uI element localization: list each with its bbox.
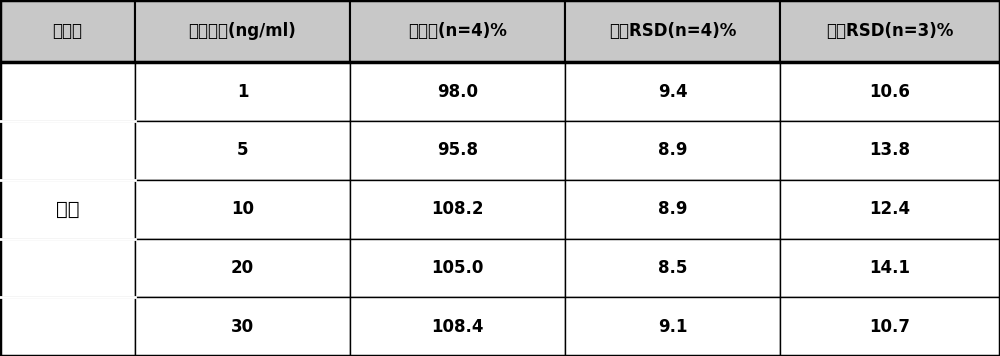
Text: 10.6: 10.6	[870, 83, 910, 101]
Bar	[565, 62, 780, 121]
Bar	[780, 0, 1000, 62]
Text: 14.1: 14.1	[869, 259, 910, 277]
Text: 10.7: 10.7	[869, 318, 910, 336]
Bar	[350, 180, 565, 239]
Text: 批间RSD(n=3)%: 批间RSD(n=3)%	[826, 22, 954, 40]
Bar	[565, 297, 780, 356]
Text: 5: 5	[237, 141, 248, 159]
Text: 9.4: 9.4	[658, 83, 687, 101]
Text: 30: 30	[231, 318, 254, 336]
Bar	[135, 180, 350, 239]
Text: 8.9: 8.9	[658, 200, 687, 218]
Bar	[0, 0, 135, 62]
Text: 9.1: 9.1	[658, 318, 687, 336]
Bar	[135, 62, 350, 121]
Bar	[135, 239, 350, 297]
Bar	[780, 180, 1000, 239]
Text: 8.5: 8.5	[658, 259, 687, 277]
Text: 13.8: 13.8	[869, 141, 910, 159]
Bar	[780, 121, 1000, 180]
Text: 20: 20	[231, 259, 254, 277]
Text: 10: 10	[231, 200, 254, 218]
Text: 108.4: 108.4	[431, 318, 484, 336]
Bar	[780, 62, 1000, 121]
Text: 丙溃磷: 丙溃磷	[52, 22, 82, 40]
Bar	[135, 121, 350, 180]
Bar	[135, 297, 350, 356]
Text: 批内RSD(n=4)%: 批内RSD(n=4)%	[609, 22, 736, 40]
Bar	[0, 121, 135, 180]
Text: 98.0: 98.0	[437, 83, 478, 101]
Text: 12.4: 12.4	[869, 200, 911, 218]
Bar	[0, 62, 135, 121]
Bar	[565, 239, 780, 297]
Bar	[350, 62, 565, 121]
Bar	[350, 0, 565, 62]
Bar	[350, 121, 565, 180]
Text: 1: 1	[237, 83, 248, 101]
Bar	[0, 180, 135, 239]
Text: 回收率(n=4)%: 回收率(n=4)%	[408, 22, 507, 40]
Text: 添加浓度(ng/ml): 添加浓度(ng/ml)	[189, 22, 296, 40]
Text: 95.8: 95.8	[437, 141, 478, 159]
Bar	[0, 297, 135, 356]
Text: 8.9: 8.9	[658, 141, 687, 159]
Text: 苹果: 苹果	[56, 200, 79, 219]
Bar	[565, 0, 780, 62]
Bar	[565, 180, 780, 239]
Bar	[350, 297, 565, 356]
Text: 105.0: 105.0	[431, 259, 484, 277]
Bar	[0, 239, 135, 297]
Text: 108.2: 108.2	[431, 200, 484, 218]
Bar	[565, 121, 780, 180]
Bar	[350, 239, 565, 297]
Bar	[780, 239, 1000, 297]
Bar	[780, 297, 1000, 356]
Bar	[135, 0, 350, 62]
